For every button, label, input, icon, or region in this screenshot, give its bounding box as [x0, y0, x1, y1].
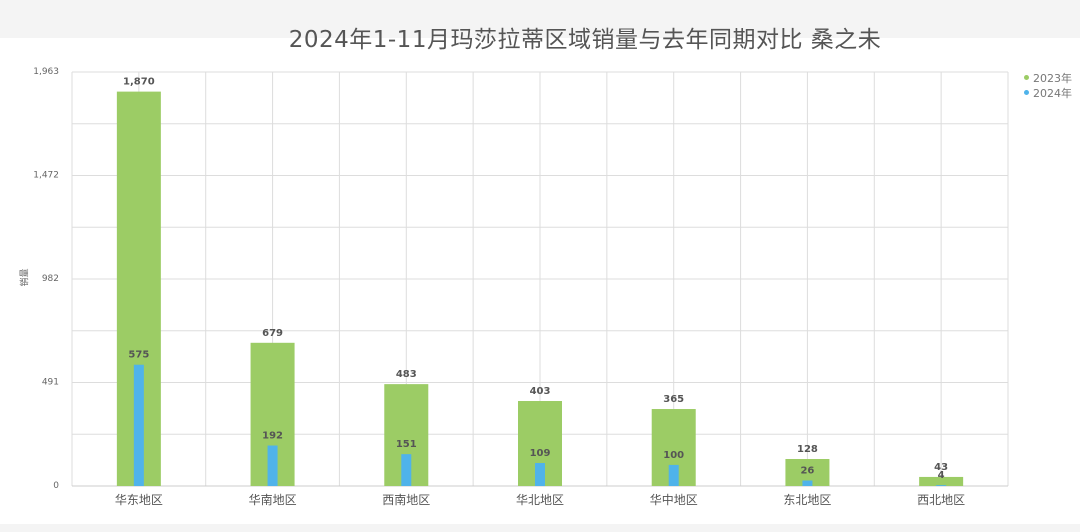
data-label-2023: 128 — [797, 444, 818, 455]
data-label-2024: 109 — [530, 448, 551, 459]
data-label-2023: 365 — [663, 394, 684, 405]
data-label-2024: 26 — [800, 466, 814, 477]
bars: 1,870 575 679 192 483 151 403 109 365 100 128 26 434 — [116, 77, 964, 486]
y-tick-label: 1,472 — [33, 171, 59, 181]
y-axis-label-text: 销量 — [20, 268, 31, 287]
x-tick-label: 西北地区 — [917, 493, 965, 507]
data-label-2024: 192 — [262, 431, 283, 442]
data-label-2023: 1,870 — [123, 77, 155, 88]
legend: 2023年 2024年 — [1024, 70, 1072, 100]
bar-2024[interactable] — [133, 364, 144, 486]
data-label-2023: 43 — [934, 462, 948, 473]
x-axis-labels: 华东地区 华南地区 西南地区 华北地区 华中地区 东北地区 西北地区 — [115, 492, 965, 507]
bar-2024[interactable] — [668, 464, 679, 486]
y-tick-label: 491 — [42, 378, 59, 388]
data-label-2024: 151 — [396, 439, 417, 450]
bar-2024[interactable] — [267, 445, 278, 486]
x-tick-label: 华中地区 — [650, 492, 698, 507]
y-axis-ticks: 0 491 982 1,472 1,963 — [33, 67, 59, 491]
y-tick-label: 0 — [53, 481, 59, 491]
y-tick-label: 1,963 — [33, 67, 59, 77]
data-label-2024: 575 — [128, 350, 149, 361]
data-label-2023: 679 — [262, 328, 283, 339]
bar-2023[interactable] — [919, 476, 964, 486]
x-tick-label: 华南地区 — [249, 492, 297, 507]
data-label-2023: 483 — [396, 369, 417, 380]
legend-label-2024: 2024年 — [1033, 86, 1072, 100]
x-tick-label: 华北地区 — [516, 493, 564, 507]
x-tick-label: 东北地区 — [783, 493, 831, 507]
bar-2024[interactable] — [936, 485, 947, 486]
bar-2024[interactable] — [535, 463, 545, 486]
bar-2024[interactable] — [802, 480, 813, 486]
legend-dot-2023 — [1024, 75, 1029, 80]
legend-item-2023[interactable]: 2023年 — [1024, 70, 1072, 85]
legend-label-2023: 2023年 — [1033, 71, 1072, 85]
chart-title: 2024年1-11月玛莎拉蒂区域销量与去年同期对比 桑之未 — [288, 27, 882, 53]
data-label-2024: 100 — [663, 450, 684, 461]
legend-dot-2024 — [1024, 90, 1029, 95]
data-label-2023: 403 — [530, 386, 551, 397]
x-tick-label: 华东地区 — [115, 493, 163, 507]
bar-2024[interactable] — [401, 454, 412, 486]
y-tick-label: 982 — [42, 274, 59, 284]
legend-item-2024[interactable]: 2024年 — [1024, 85, 1072, 100]
y-axis-label: 销量 — [14, 262, 34, 292]
data-label-2024: 4 — [938, 470, 945, 481]
x-tick-label: 西南地区 — [382, 492, 430, 507]
